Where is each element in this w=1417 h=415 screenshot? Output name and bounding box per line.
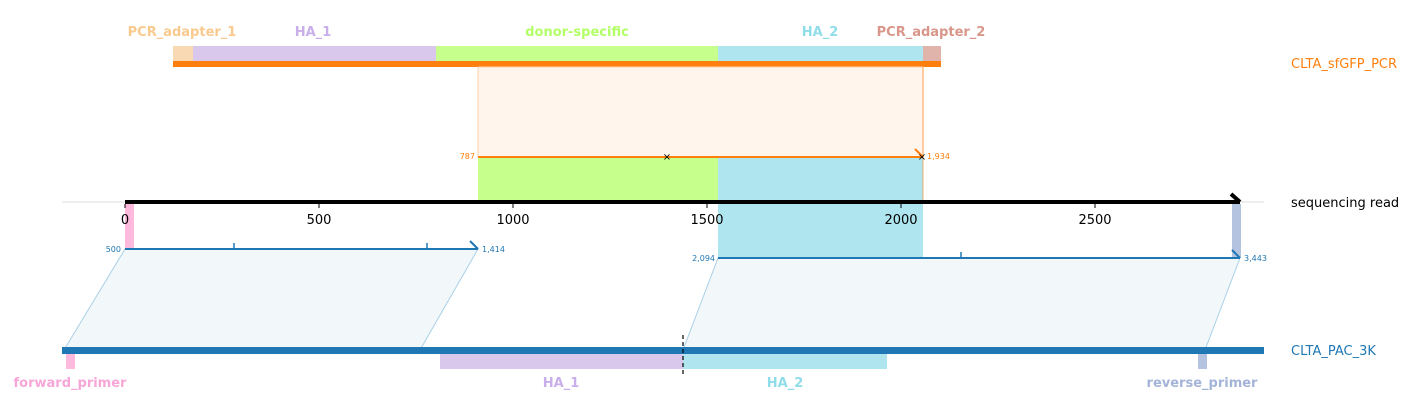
read-ha-2-region-target: [718, 202, 923, 258]
target-left-alignment-arrowhead: [469, 240, 479, 250]
donor-mismatch-marker-2: ×: [918, 152, 926, 163]
target-left-end-label: 1,414: [482, 245, 505, 254]
target-alignments: 500 1,414 2,094 3,443: [63, 202, 1267, 351]
target-left-start-label: 500: [106, 245, 121, 254]
target-label-forward-primer: forward_primer: [14, 376, 128, 391]
donor-ha-1-block: [193, 46, 436, 62]
donor-label-donor-specific: donor-specific: [525, 25, 629, 40]
donor-alignment: × × 787 1,934: [460, 66, 950, 202]
read-donor-specific-region: [478, 157, 718, 202]
target-right-start-label: 2,094: [692, 254, 715, 263]
axis-tick-label-1500: 1500: [690, 213, 723, 228]
donor-label-pcr-adapter-2: PCR_adapter_2: [877, 25, 986, 40]
donor-projection-area: [477, 66, 924, 158]
donor-label-pcr-adapter-1: PCR_adapter_1: [128, 25, 237, 40]
target-right-alignment-arrowhead: [1231, 249, 1241, 259]
read-forward-primer-region: [125, 204, 134, 249]
target-forward-primer-block: [66, 354, 75, 369]
read-reverse-primer-region: [1232, 204, 1241, 258]
donor-track-label: CLTA_sfGFP_PCR: [1291, 57, 1397, 72]
target-track: forward_primer HA_1 HA_2 reverse_primer …: [14, 335, 1376, 391]
target-right-end-label: 3,443: [1244, 254, 1267, 263]
target-ha-2-block: [683, 354, 887, 369]
target-label-reverse-primer: reverse_primer: [1147, 376, 1259, 391]
target-reverse-primer-block: [1198, 354, 1207, 369]
sequencing-read-arrowhead: [1229, 192, 1242, 204]
donor-ha-2-block: [718, 46, 923, 62]
donor-mismatch-marker-1: ×: [663, 152, 671, 163]
target-label-ha-1: HA_1: [543, 376, 580, 391]
donor-label-ha-1: HA_1: [295, 25, 332, 40]
target-line: [62, 347, 1264, 354]
target-ha-1-block: [440, 354, 683, 369]
target-right-projection: [682, 257, 1241, 351]
donor-alignment-arrowhead: [914, 148, 924, 158]
donor-pcr-adapter-2-block: [923, 46, 941, 62]
read-axis: 0 500 1000 1500 2000 2500 sequencing rea…: [62, 192, 1399, 228]
donor-alignment-end-label: 1,934: [927, 152, 950, 161]
axis-tick-label-2000: 2000: [884, 213, 917, 228]
donor-specific-block: [436, 46, 718, 62]
read-track-label: sequencing read: [1291, 196, 1399, 211]
axis-tick-label-500: 500: [307, 213, 332, 228]
donor-pcr-adapter-1-block: [173, 46, 193, 62]
target-track-label: CLTA_PAC_3K: [1291, 344, 1376, 359]
axis-tick-label-2500: 2500: [1078, 213, 1111, 228]
read-ha-2-region-donor: [718, 157, 923, 202]
donor-track: PCR_adapter_1 HA_1 donor-specific HA_2 P…: [128, 25, 1397, 72]
axis-tick-label-0: 0: [121, 213, 129, 228]
target-left-projection: [63, 248, 479, 351]
donor-alignment-start-label: 787: [460, 152, 475, 161]
target-label-ha-2: HA_2: [767, 376, 804, 391]
axis-tick-label-1000: 1000: [496, 213, 529, 228]
donor-label-ha-2: HA_2: [802, 25, 839, 40]
donor-line: [173, 61, 941, 67]
